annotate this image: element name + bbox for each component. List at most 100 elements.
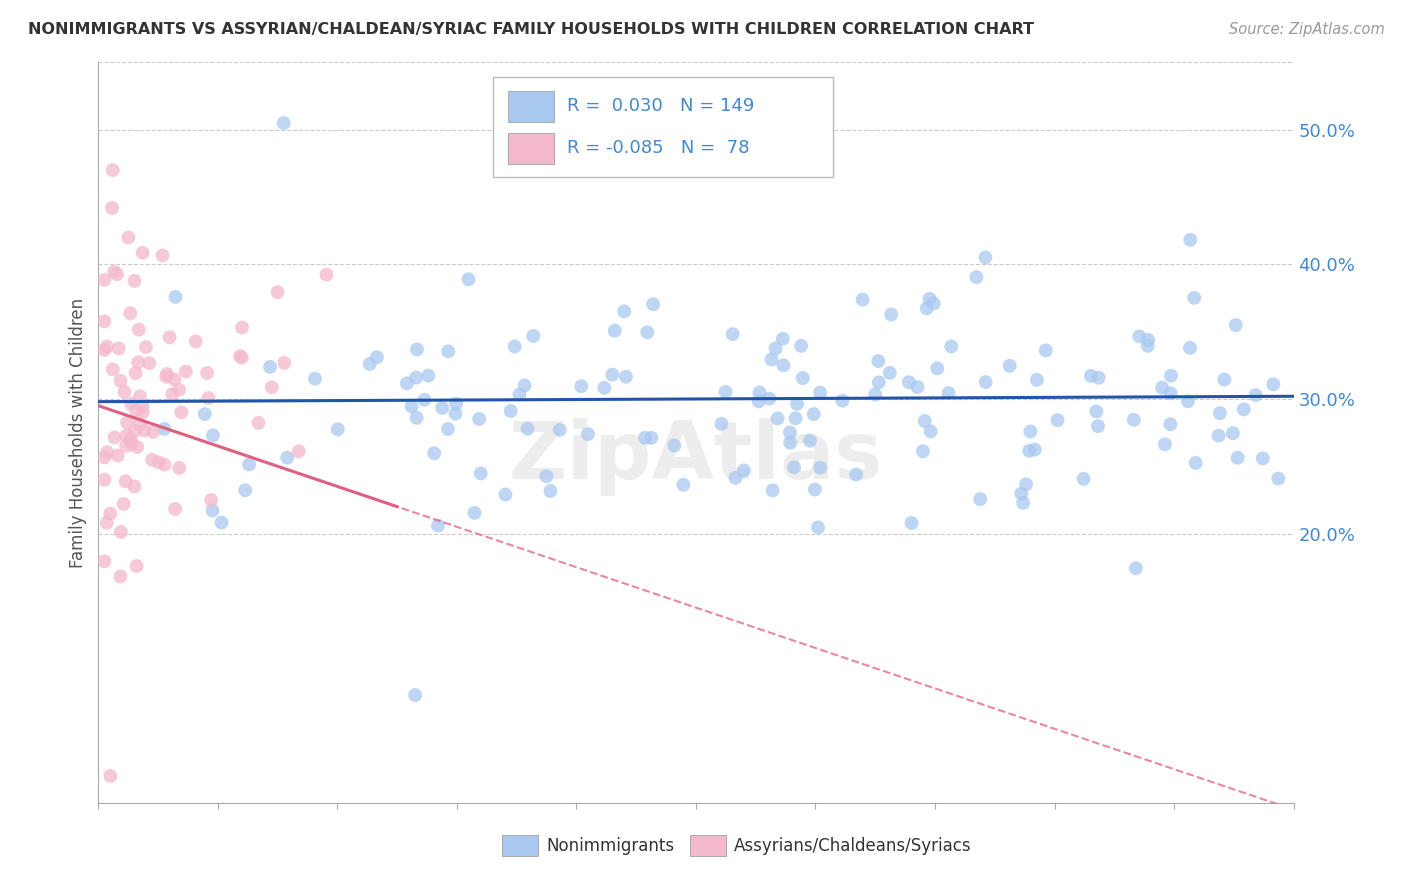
Point <box>786 397 808 411</box>
Point <box>404 688 426 702</box>
Point <box>127 355 149 369</box>
Point <box>1226 450 1249 465</box>
Point <box>231 320 253 334</box>
Point <box>162 387 184 401</box>
FancyBboxPatch shape <box>509 91 554 121</box>
Point <box>508 387 530 401</box>
Point <box>124 479 146 493</box>
Point <box>131 245 153 260</box>
Point <box>457 272 479 286</box>
Point <box>748 394 770 409</box>
Point <box>96 516 118 530</box>
Point <box>127 440 149 454</box>
Point <box>761 352 783 367</box>
Point <box>1125 561 1147 575</box>
Point <box>444 407 467 421</box>
Point <box>120 397 142 411</box>
Point <box>98 507 121 521</box>
Point <box>974 375 997 389</box>
Point <box>110 374 132 388</box>
Point <box>569 379 592 393</box>
Point <box>93 554 115 568</box>
Point <box>640 431 662 445</box>
Point <box>326 422 349 436</box>
Point <box>1019 425 1042 439</box>
Point <box>260 380 283 394</box>
Point <box>129 389 152 403</box>
Point <box>634 431 657 445</box>
Point <box>238 458 260 472</box>
Point <box>1180 233 1202 247</box>
Point <box>114 475 136 489</box>
Text: R =  0.030   N = 149: R = 0.030 N = 149 <box>567 97 754 115</box>
Point <box>112 497 135 511</box>
Point <box>1128 329 1150 343</box>
Point <box>965 270 987 285</box>
FancyBboxPatch shape <box>690 836 725 856</box>
Point <box>359 357 381 371</box>
Point <box>163 372 186 386</box>
Point <box>1208 428 1230 442</box>
Point <box>807 520 830 534</box>
Point <box>927 361 949 376</box>
Point <box>636 326 658 340</box>
Point <box>1024 442 1046 457</box>
Point <box>783 460 806 475</box>
Point <box>124 274 146 288</box>
Point <box>211 516 233 530</box>
Point <box>142 425 165 439</box>
FancyBboxPatch shape <box>502 836 538 856</box>
FancyBboxPatch shape <box>509 133 554 164</box>
Point <box>165 290 187 304</box>
Point <box>366 350 388 364</box>
Point <box>101 201 124 215</box>
Point <box>103 265 125 279</box>
Point <box>418 368 440 383</box>
Point <box>287 444 309 458</box>
Point <box>413 392 436 407</box>
Point <box>231 351 253 365</box>
Point <box>1137 333 1160 347</box>
Point <box>276 450 298 465</box>
Point <box>1087 419 1109 434</box>
Point <box>115 428 138 442</box>
Point <box>141 452 163 467</box>
Point <box>785 411 807 425</box>
Point <box>664 438 686 452</box>
Point <box>600 368 623 382</box>
Point <box>128 417 150 432</box>
Point <box>184 334 207 349</box>
Point <box>724 471 747 485</box>
Point <box>714 384 737 399</box>
Point <box>194 407 217 421</box>
Point <box>131 400 153 414</box>
Point <box>672 477 695 491</box>
Point <box>125 403 148 417</box>
Point <box>1012 496 1035 510</box>
Point <box>1267 471 1289 485</box>
Point <box>897 375 920 389</box>
Point <box>197 391 219 405</box>
Point <box>1233 402 1256 417</box>
Point <box>922 296 945 310</box>
Point <box>247 416 270 430</box>
Point <box>941 339 963 353</box>
Point <box>195 366 218 380</box>
Point <box>98 769 122 783</box>
Point <box>121 436 143 450</box>
Point <box>1160 386 1182 401</box>
Point <box>156 367 179 381</box>
Point <box>120 306 142 320</box>
Point <box>772 358 794 372</box>
Point <box>804 483 827 497</box>
Point <box>536 469 558 483</box>
Point <box>152 248 174 262</box>
Point <box>613 304 636 318</box>
Point <box>1046 413 1069 427</box>
Point <box>643 297 665 311</box>
Point <box>790 339 813 353</box>
Point <box>1035 343 1057 358</box>
Point <box>120 433 142 447</box>
Point <box>593 381 616 395</box>
Point <box>1159 417 1181 432</box>
